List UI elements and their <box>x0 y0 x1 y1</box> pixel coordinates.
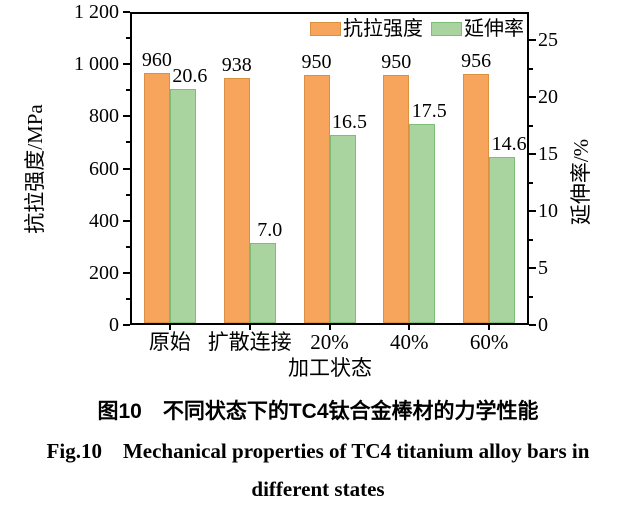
bar-elongation <box>329 135 356 323</box>
right-axis-major-tick <box>529 210 536 213</box>
left-axis-major-tick <box>123 63 130 66</box>
tensile-strength-swatch-icon <box>310 22 341 36</box>
left-axis-major-tick <box>123 219 130 222</box>
right-axis-tick-label: 25 <box>538 29 558 52</box>
tensile-value-label: 950 <box>301 51 332 74</box>
left-axis-major-tick <box>123 11 130 13</box>
left-axis-tick-label: 0 <box>109 314 119 336</box>
bar-tensile-strength <box>143 72 170 323</box>
x-axis-tick <box>328 325 331 330</box>
bar-tensile-strength <box>463 73 490 323</box>
elongation-value-label: 16.5 <box>332 111 367 134</box>
left-axis-major-tick <box>123 324 130 326</box>
x-category-label: 60% <box>469 330 509 354</box>
tensile-value-label: 950 <box>381 51 412 74</box>
bar-elongation <box>249 243 276 323</box>
right-axis-minor-tick <box>529 238 533 241</box>
left-axis-minor-tick <box>126 89 130 92</box>
caption-english-line1: Fig.10 Mechanical properties of TC4 tita… <box>46 439 590 463</box>
left-axis-tick-label: 1 000 <box>74 53 119 76</box>
legend-label-elongation: 延伸率 <box>464 18 524 40</box>
legend-item-elongation: 延伸率 <box>431 18 524 40</box>
x-axis-tick <box>248 325 251 330</box>
bar-elongation <box>169 88 196 323</box>
bar-tensile-strength <box>303 75 330 323</box>
figure-caption: 图10 不同状态下的TC4钛合金棒材的力学性能 Fig.10 Mechanica… <box>0 397 636 504</box>
right-axis-major-tick <box>529 96 536 99</box>
tensile-value-label: 956 <box>461 49 492 72</box>
left-axis-tick-label: 1 200 <box>74 1 119 23</box>
left-axis-tick-label: 200 <box>89 261 119 284</box>
left-axis-tick-label: 400 <box>89 209 119 232</box>
left-axis-minor-tick <box>126 193 130 196</box>
right-axis-minor-tick <box>529 181 533 184</box>
left-axis-minor-tick <box>126 37 130 40</box>
x-category-label: 原始 <box>148 330 191 354</box>
right-axis-tick-label: 20 <box>538 86 558 109</box>
x-axis-tick <box>488 325 491 330</box>
left-axis-major-tick <box>123 271 130 274</box>
legend-item-tensile-strength: 抗拉强度 <box>310 18 423 40</box>
elongation-value-label: 20.6 <box>172 64 208 87</box>
right-axis-minor-tick <box>529 124 533 127</box>
x-axis-tick <box>168 325 171 330</box>
x-category-label: 20% <box>310 330 349 354</box>
elongation-value-label: 17.5 <box>411 99 447 122</box>
right-axis-tick-label: 5 <box>538 257 548 280</box>
left-axis-major-tick <box>123 167 130 170</box>
x-axis-tick <box>408 325 411 330</box>
right-axis-major-tick <box>529 324 536 326</box>
left-axis-major-tick <box>123 115 130 118</box>
elongation-value-label: 7.0 <box>257 219 283 242</box>
right-axis-minor-tick <box>529 67 533 70</box>
legend-label-tensile-strength: 抗拉强度 <box>343 18 423 40</box>
bar-tensile-strength <box>223 78 250 323</box>
right-axis-tick-label: 10 <box>538 200 558 223</box>
elongation-swatch-icon <box>431 22 462 36</box>
right-axis-tick-label: 15 <box>538 143 558 166</box>
right-axis-major-tick <box>529 39 536 42</box>
x-category-label: 40% <box>390 330 429 354</box>
bar-tensile-strength <box>383 75 410 323</box>
right-axis-minor-tick <box>529 295 533 298</box>
plot-area: 抗拉强度 延伸率 <box>130 12 529 325</box>
x-category-label: 扩散连接 <box>207 330 292 354</box>
left-axis-tick-label: 800 <box>89 105 119 128</box>
left-axis-minor-tick <box>126 245 130 248</box>
right-axis-major-tick <box>529 153 536 156</box>
right-axis-major-tick <box>529 267 536 270</box>
left-axis-minor-tick <box>126 297 130 300</box>
elongation-value-label: 14.6 <box>491 132 527 155</box>
bar-elongation <box>489 156 516 323</box>
tensile-value-label: 960 <box>141 48 172 71</box>
tensile-value-label: 938 <box>221 54 252 77</box>
caption-english-line2: different states <box>251 477 385 501</box>
right-axis-tick-label: 0 <box>538 314 548 336</box>
right-axis-title: 延伸率/% <box>569 138 593 226</box>
left-axis-minor-tick <box>126 141 130 144</box>
chart-legend: 抗拉强度 延伸率 <box>302 18 524 40</box>
bar-elongation <box>409 123 436 323</box>
left-axis-tick-label: 600 <box>89 157 119 180</box>
x-axis-title: 加工状态 <box>288 356 372 380</box>
caption-chinese: 图10 不同状态下的TC4钛合金棒材的力学性能 <box>97 400 539 423</box>
